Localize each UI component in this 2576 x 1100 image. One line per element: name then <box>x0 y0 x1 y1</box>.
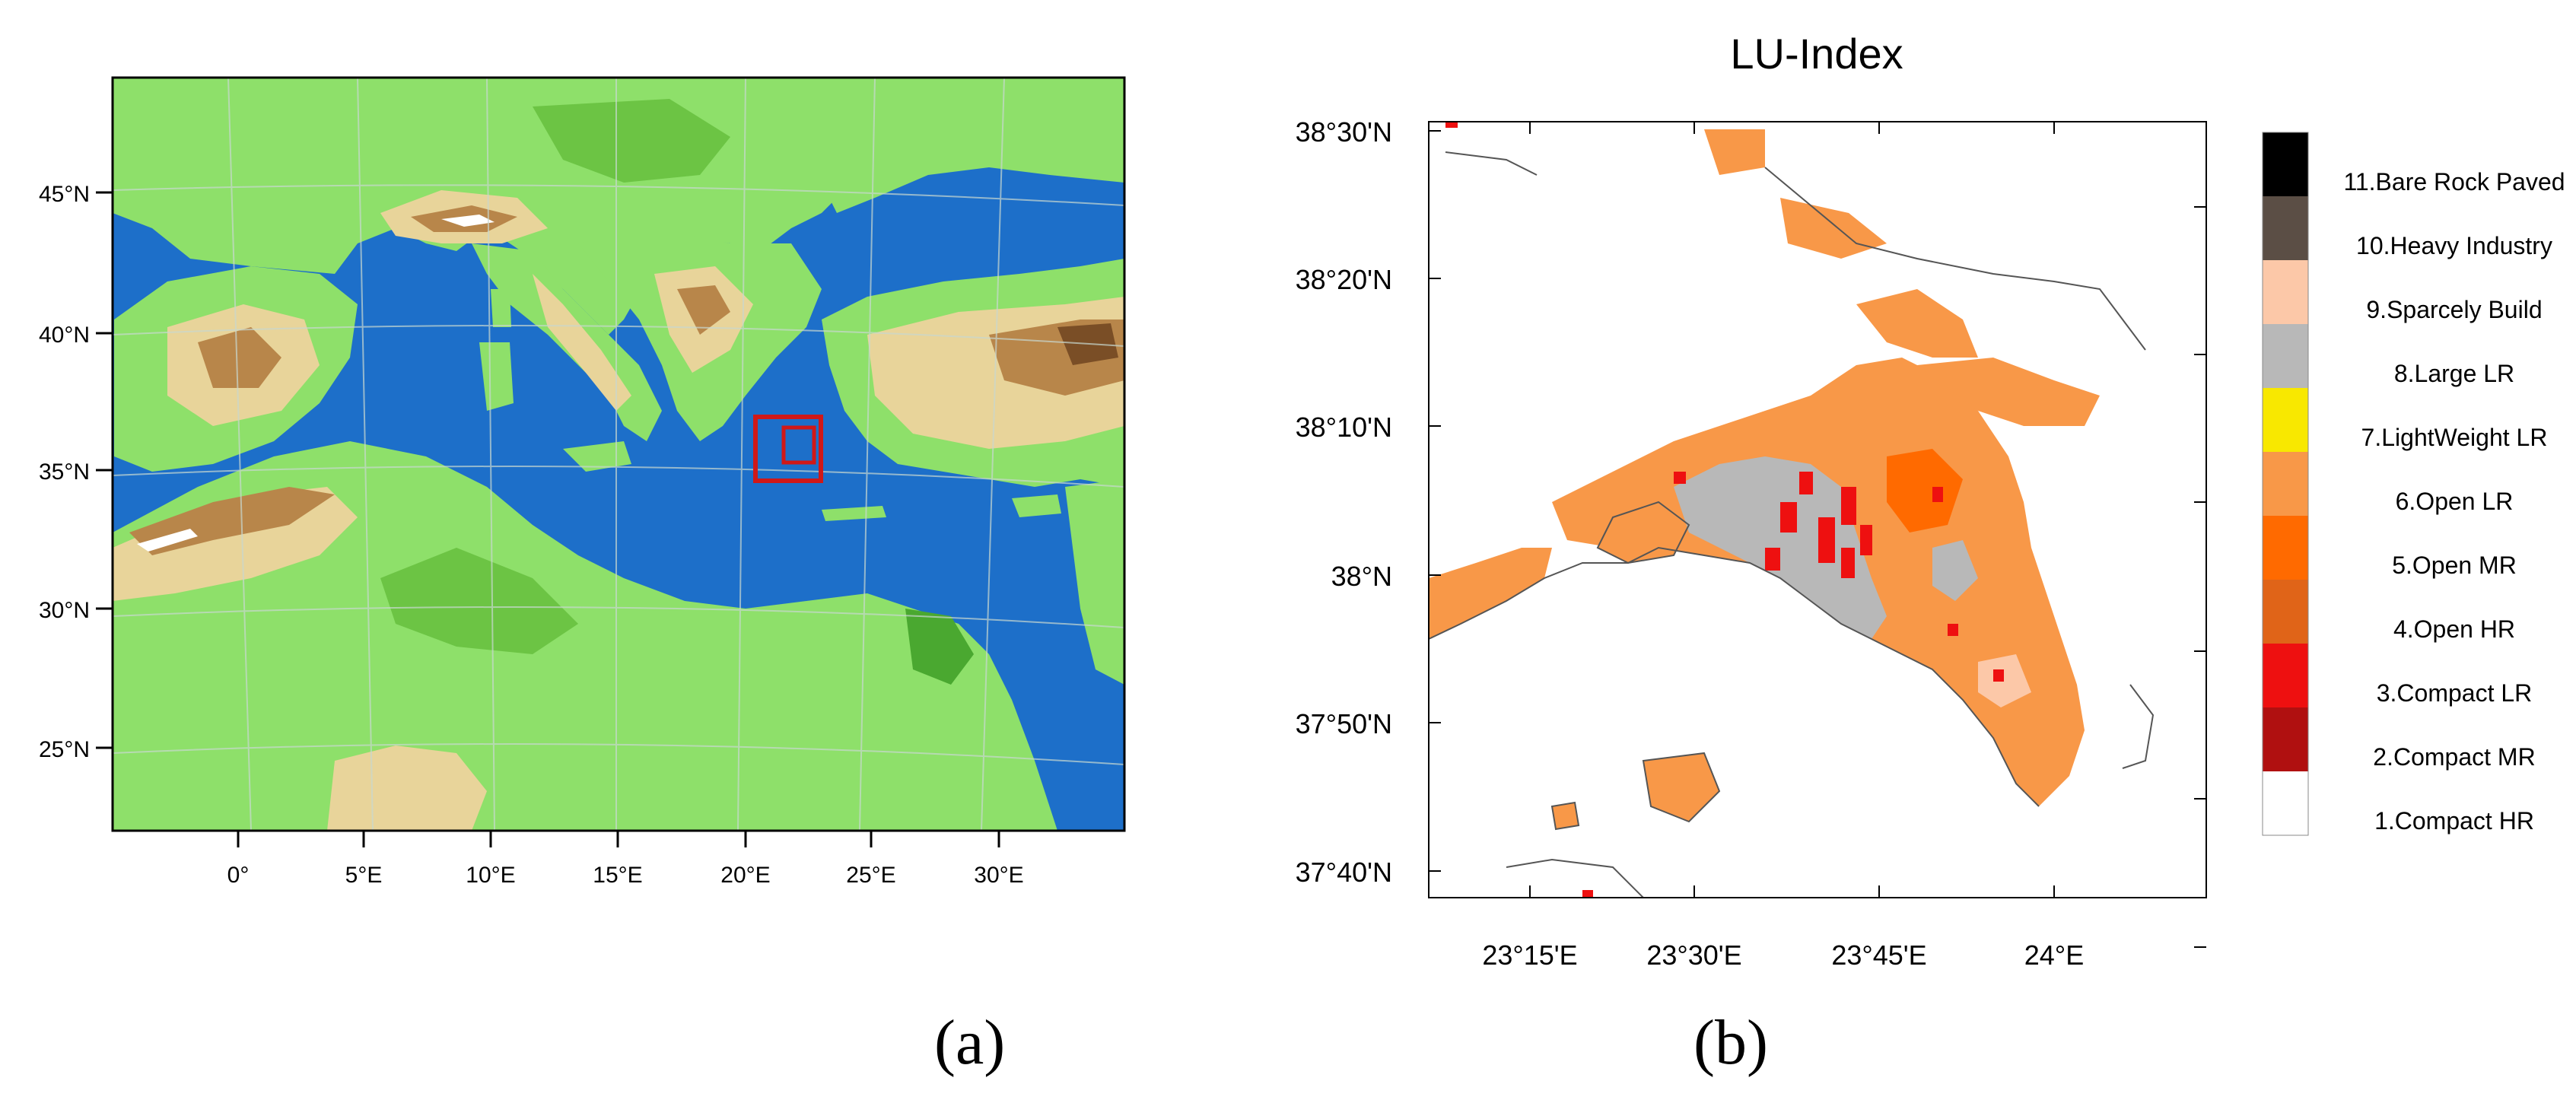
legend-label: 4.Open HR <box>2393 615 2515 643</box>
legend-label: 2.Compact MR <box>2373 743 2535 771</box>
sicily-island <box>563 441 631 472</box>
africa-desert-tan-2 <box>327 746 487 831</box>
lat-label: 25°N <box>39 737 90 762</box>
panel-title: LU-Index <box>1730 30 1903 78</box>
legend-label: 1.Compact HR <box>2374 807 2534 835</box>
open-lr-top-2 <box>1780 198 1887 259</box>
legend-swatch <box>2263 771 2308 835</box>
legend-swatch <box>2263 516 2308 580</box>
sparcely-build-region <box>1978 654 2031 707</box>
nile-delta-green <box>905 609 974 685</box>
lat-label: 35°N <box>39 459 90 485</box>
map-b-frame <box>1428 121 2207 898</box>
europe-landmass <box>113 78 966 335</box>
legend-swatch <box>2263 707 2308 771</box>
africa-green-zone <box>380 548 578 654</box>
lat-label: 45°N <box>39 182 90 207</box>
legend-label: 5.Open MR <box>2392 552 2517 579</box>
mediterranean-topography-map: 45°N 40°N 35°N 30°N 25°N 0° 5°E 10°E 15°E 20°E 25… <box>39 76 1126 888</box>
open-lr-aegina <box>1643 753 1719 822</box>
lon-label: 10°E <box>466 863 515 888</box>
central-europe-green <box>533 99 730 183</box>
legend-swatch <box>2263 388 2308 452</box>
domain-box-inner <box>781 425 816 465</box>
large-lr-east <box>1932 540 1978 601</box>
iberia-mountains <box>198 327 281 388</box>
italy-apennines <box>533 274 631 411</box>
lon-label: 23°30'E <box>1646 939 1741 971</box>
open-mr-region <box>1887 449 1963 533</box>
graticule-lines <box>113 78 1124 831</box>
lat-label: 38°N <box>1331 561 1392 592</box>
lon-labels-b: 23°15'E 23°30'E 23°45'E 24°E <box>1482 939 2084 971</box>
lat-labels-b: 38°30'N 38°20'N 38°10'N 38°N 37°50'N 37°40'N <box>1296 116 1392 888</box>
levant-coast <box>1065 479 1124 685</box>
legend-swatch <box>2263 196 2308 260</box>
caption-b: (b) <box>1693 1007 1768 1078</box>
lat-label: 30°N <box>39 598 90 623</box>
open-lr-west-coast <box>1429 548 1552 639</box>
panel-b: LU-Index <box>1187 0 2576 1096</box>
crete-island <box>822 506 886 521</box>
lon-label: 23°45'E <box>1831 939 1926 971</box>
lon-label: 24°E <box>2024 939 2084 971</box>
lat-tick-marks-b <box>1429 130 2206 948</box>
lon-label: 5°E <box>345 863 383 888</box>
corsica-island <box>491 289 511 327</box>
lat-label: 40°N <box>39 323 90 348</box>
legend-label: 11.Bare Rock Paved <box>2343 168 2565 196</box>
open-lr-top <box>1704 129 1765 175</box>
lat-label: 37°50'N <box>1296 708 1392 739</box>
sardinia-island <box>479 342 514 411</box>
lon-tick-marks <box>237 831 1000 847</box>
lat-labels: 45°N 40°N 35°N 30°N 25°N <box>39 182 90 762</box>
cyprus-island <box>1012 494 1061 517</box>
legend-label: 6.Open LR <box>2396 488 2514 515</box>
alps-snow <box>441 215 495 227</box>
lat-label: 38°30'N <box>1296 116 1392 148</box>
domain-box-outer <box>753 415 823 483</box>
coastline <box>1429 151 2155 898</box>
legend-frame <box>2262 132 2309 836</box>
legend-label: 9.Sparcely Build <box>2366 296 2542 323</box>
lon-tick-marks-b <box>1529 122 2055 898</box>
compact-lr-cells <box>1445 122 2004 898</box>
lat-label: 37°40'N <box>1296 857 1392 888</box>
lat-label: 38°10'N <box>1296 412 1392 443</box>
legend-swatch <box>2263 260 2308 324</box>
legend-label: 8.Large LR <box>2394 360 2514 387</box>
open-lr-north <box>1856 289 1978 358</box>
lat-tick-marks <box>96 191 113 749</box>
legend-swatch <box>2263 132 2308 196</box>
lon-label: 30°E <box>974 863 1023 888</box>
legend-swatch <box>2263 580 2308 644</box>
open-lr-salamis <box>1598 502 1689 563</box>
atlas-snow <box>137 529 198 552</box>
balkans-mountains <box>677 285 730 335</box>
legend-label: 7.LightWeight LR <box>2361 424 2548 451</box>
lon-label: 23°15'E <box>1482 939 1577 971</box>
legend-swatch <box>2263 644 2308 707</box>
lon-labels: 0° 5°E 10°E 15°E 20°E 25°E 30°E <box>227 863 1024 888</box>
open-lr-northeast <box>1917 358 2100 426</box>
athens-lu-index-map: LU-Index <box>1296 30 2565 971</box>
africa-landmass <box>113 441 1057 831</box>
panel-a: 45°N 40°N 35°N 30°N 25°N 0° 5°E 10°E 15°E 20°E 25… <box>0 0 1187 1096</box>
lon-label: 20°E <box>720 863 770 888</box>
lon-label: 25°E <box>846 863 895 888</box>
caption-a: (a) <box>934 1007 1006 1078</box>
legend-label: 3.Compact LR <box>2377 679 2533 707</box>
legend-swatch <box>2263 324 2308 388</box>
legend-swatch <box>2263 452 2308 516</box>
lon-label: 15°E <box>593 863 642 888</box>
open-lr-small-island <box>1552 803 1579 829</box>
lon-label: 0° <box>227 863 250 888</box>
legend-label: 10.Heavy Industry <box>2356 232 2552 259</box>
black-sea-north-land <box>822 78 1124 213</box>
lu-index-legend: 11.Bare Rock Paved 10.Heavy Industry 9.Spa… <box>2262 132 2565 836</box>
lat-label: 38°20'N <box>1296 264 1392 295</box>
